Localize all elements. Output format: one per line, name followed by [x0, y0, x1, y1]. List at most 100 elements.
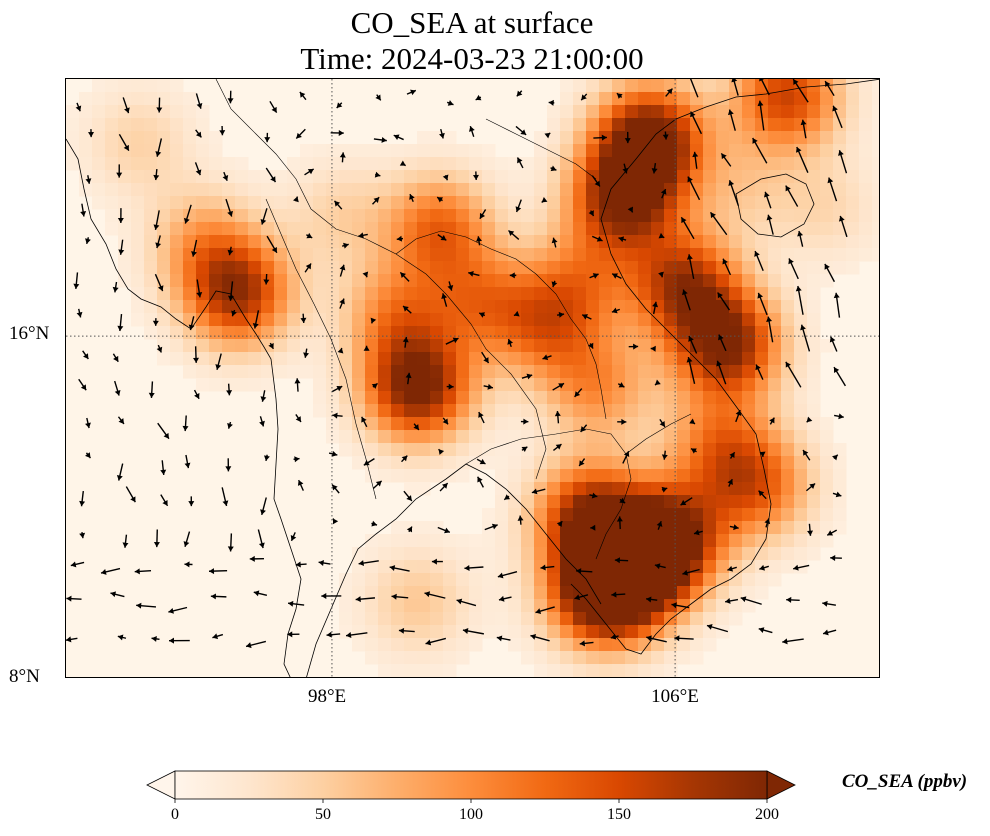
wind-arrow — [442, 417, 449, 425]
field-cell — [742, 560, 756, 574]
field-cell — [508, 508, 522, 522]
field-cell — [820, 144, 834, 158]
field-cell — [417, 469, 431, 483]
field-cell — [716, 170, 730, 184]
field-cell — [742, 547, 756, 561]
wind-arrow — [333, 200, 343, 210]
field-cell — [794, 534, 808, 548]
field-cell — [183, 157, 197, 171]
field-cell — [521, 170, 535, 184]
field-cell — [326, 222, 340, 236]
wind-arrow — [725, 597, 739, 604]
field-cell — [573, 261, 587, 275]
field-cell — [495, 508, 509, 522]
field-cell — [209, 261, 223, 275]
field-cell — [625, 404, 639, 418]
field-cell — [690, 521, 704, 535]
field-cell — [560, 183, 574, 197]
wind-arrow — [406, 89, 417, 96]
wind-arrow — [339, 152, 346, 163]
wind-arrow — [152, 318, 159, 326]
wind-arrow — [507, 338, 514, 348]
wind-arrow — [484, 523, 498, 531]
field-cell — [612, 144, 626, 158]
wind-arrow — [665, 88, 673, 97]
field-cell — [456, 560, 470, 574]
field-cell — [586, 287, 600, 301]
wind-arrow — [332, 385, 343, 393]
field-cell — [378, 248, 392, 262]
field-cell — [690, 352, 704, 366]
wind-arrow — [155, 138, 163, 157]
field-cell — [235, 170, 249, 184]
field-cell — [560, 651, 574, 665]
wind-arrow — [358, 232, 368, 239]
wind-arrow — [85, 417, 91, 429]
field-cell — [729, 456, 743, 470]
wind-arrow — [802, 449, 811, 461]
field-cell — [599, 261, 613, 275]
field-cell — [716, 456, 730, 470]
field-cell — [690, 170, 704, 184]
field-cell — [391, 391, 405, 405]
field-cell — [586, 469, 600, 483]
field-cell — [404, 144, 418, 158]
field-cell — [729, 144, 743, 158]
wind-arrow — [304, 263, 312, 273]
field-cell — [573, 287, 587, 301]
field-cell — [560, 170, 574, 184]
field-cell — [872, 222, 879, 236]
field-cell — [560, 157, 574, 171]
field-cell — [417, 664, 431, 677]
field-cell — [586, 144, 600, 158]
field-cell — [586, 495, 600, 509]
field-cell — [326, 378, 340, 392]
field-cell — [534, 573, 548, 587]
field-cell — [495, 612, 509, 626]
wind-arrow — [619, 497, 626, 504]
field-cell — [313, 235, 327, 249]
field-cell — [872, 144, 879, 158]
wind-arrow — [786, 596, 800, 603]
field-cell — [79, 183, 93, 197]
field-cell — [573, 300, 587, 314]
field-cell — [755, 235, 769, 249]
field-cell — [599, 664, 613, 677]
field-cell — [807, 443, 821, 457]
field-cell — [716, 534, 730, 548]
wind-arrow — [740, 596, 762, 605]
field-cell — [105, 183, 119, 197]
field-cell — [820, 105, 834, 119]
field-cell — [495, 534, 509, 548]
field-cell — [339, 352, 353, 366]
field-cell — [742, 482, 756, 496]
field-cell — [521, 300, 535, 314]
field-cell — [755, 417, 769, 431]
field-cell — [664, 495, 678, 509]
field-cell — [729, 105, 743, 119]
field-cell — [560, 469, 574, 483]
wind-arrow — [303, 348, 310, 358]
field-cell — [508, 404, 522, 418]
field-cell — [638, 222, 652, 236]
field-cell — [573, 573, 587, 587]
field-cell — [794, 157, 808, 171]
field-cell — [755, 196, 769, 210]
field-cell — [690, 248, 704, 262]
field-cell — [664, 300, 678, 314]
field-cell — [807, 170, 821, 184]
field-cell — [170, 339, 184, 353]
field-cell — [729, 365, 743, 379]
field-cell — [690, 365, 704, 379]
field-cell — [248, 248, 262, 262]
field-cell — [573, 248, 587, 262]
wind-arrow — [766, 214, 774, 235]
field-cell — [755, 326, 769, 340]
field-cell — [235, 326, 249, 340]
field-cell — [326, 144, 340, 158]
field-cell — [352, 248, 366, 262]
field-cell — [287, 326, 301, 340]
field-cell — [612, 651, 626, 665]
field-cell — [586, 222, 600, 236]
field-cell — [183, 144, 197, 158]
